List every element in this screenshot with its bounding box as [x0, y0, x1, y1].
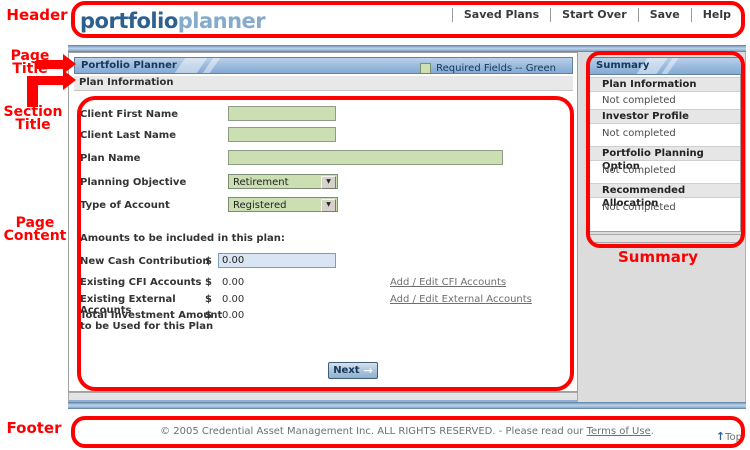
dropdown-arrow-icon: ▼ [321, 199, 336, 212]
add-edit-cfi-accounts-link[interactable]: Add / Edit CFI Accounts [390, 277, 507, 288]
terms-of-use-link[interactable]: Terms of Use [586, 426, 651, 437]
summary-title-bar: Summary [589, 57, 743, 75]
copyright-text: © 2005 Credential Asset Management Inc. … [160, 426, 584, 437]
summary-item-recommended-allocation: Recommended Allocation [590, 183, 740, 209]
client-first-name-input[interactable] [228, 106, 336, 121]
footer-copyright: © 2005 Credential Asset Management Inc. … [68, 426, 746, 437]
next-arrow-icon: → [363, 363, 373, 377]
section-title: Plan Information [79, 77, 174, 88]
section-title-arrow-stem [27, 76, 38, 107]
logo-part-portfolio: portfolio [80, 9, 178, 33]
nav-saved-plans[interactable]: Saved Plans [451, 8, 550, 22]
app-footer: © 2005 Credential Asset Management Inc. … [68, 409, 746, 450]
annotation-text: Page [15, 215, 55, 231]
amount-label-cfi-accounts: Existing CFI Accounts [80, 277, 202, 288]
amount-label-new-cash: New Cash Contribution [80, 256, 210, 267]
field-label-client-last-name: Client Last Name [80, 130, 177, 141]
annotation-text: Page [10, 48, 50, 64]
currency-sign: $ [205, 277, 212, 288]
main-panel-bottom-bar [68, 392, 578, 402]
summary-status: Not completed [602, 95, 676, 106]
page-title: Portfolio Planner [81, 60, 177, 71]
amount-label-total-investment: Total Investment Amount to be Used for t… [80, 310, 223, 332]
summary-item-investor-profile: Investor Profile [590, 109, 740, 124]
amount-label-external-accounts: Existing External Accounts [80, 294, 176, 316]
type-of-account-value: Registered [233, 200, 287, 211]
dropdown-arrow-icon: ▼ [321, 176, 336, 189]
header-divider-bar [68, 45, 746, 52]
annotation-label-page-content: Page Content [0, 215, 70, 244]
required-fields-legend: Required Fields -- Green [420, 61, 556, 74]
up-arrow-icon: ↑ [715, 430, 726, 443]
section-title-arrow-icon [27, 76, 64, 85]
field-label-client-first-name: Client First Name [80, 109, 179, 120]
summary-status: Not completed [602, 128, 676, 139]
external-accounts-value: 0.00 [222, 294, 245, 305]
nav-start-over[interactable]: Start Over [550, 8, 638, 22]
cfi-accounts-value: 0.00 [222, 277, 245, 288]
annotation-text: Title [12, 61, 48, 77]
next-button[interactable]: Next → [328, 362, 378, 379]
plan-name-input[interactable] [228, 150, 503, 165]
summary-item-plan-information: Plan Information [590, 77, 740, 92]
copyright-suffix: . [650, 426, 654, 437]
amounts-heading: Amounts to be included in this plan: [80, 233, 285, 244]
new-cash-contribution-input[interactable] [218, 253, 336, 268]
summary-status: Not completed [602, 165, 676, 176]
type-of-account-select[interactable]: Registered ▼ [228, 197, 338, 212]
annotation-label-page-title: Page Title [2, 48, 58, 77]
planning-objective-value: Retirement [233, 177, 289, 188]
annotation-text: Content [3, 228, 67, 244]
next-button-label: Next [333, 365, 360, 376]
annotation-label-footer: Footer [6, 419, 62, 437]
annotation-text: Title [15, 117, 51, 133]
app-logo: portfolioplanner [80, 9, 266, 33]
summary-title: Summary [596, 60, 650, 71]
nav-save[interactable]: Save [637, 8, 691, 22]
required-field-swatch-icon [420, 63, 432, 73]
required-fields-legend-text: Required Fields -- Green [436, 63, 556, 74]
footer-divider-bar [68, 402, 746, 409]
back-to-top-link[interactable]: ↑Top [716, 425, 742, 444]
currency-sign: $ [205, 256, 212, 267]
field-label-plan-name: Plan Name [80, 153, 141, 164]
total-investment-value: 0.00 [222, 310, 245, 321]
nav-help[interactable]: Help [690, 8, 742, 22]
header-nav: Saved Plans Start Over Save Help [451, 7, 742, 23]
field-label-planning-objective: Planning Objective [80, 177, 187, 188]
client-last-name-input[interactable] [228, 127, 336, 142]
summary-panel: Summary Plan Information Not completed I… [589, 57, 743, 232]
page-title-arrow-icon [37, 60, 64, 69]
field-label-type-of-account: Type of Account [80, 200, 170, 211]
top-label: Top [725, 432, 742, 443]
summary-bottom-bar [589, 234, 741, 243]
app-header: portfolioplanner Saved Plans Start Over … [68, 0, 746, 45]
summary-item-portfolio-planning-option: Portfolio Planning Option [590, 146, 740, 172]
logo-part-planner: planner [177, 9, 266, 33]
add-edit-external-accounts-link[interactable]: Add / Edit External Accounts [390, 294, 532, 305]
annotation-label-header: Header [6, 6, 68, 24]
titlebar-streak [174, 58, 208, 73]
annotation-label-section-title: Section Title [0, 104, 66, 133]
planning-objective-select[interactable]: Retirement ▼ [228, 174, 338, 189]
annotation-text: Section [3, 104, 63, 120]
main-content-panel [68, 52, 578, 392]
section-title-bar: Plan Information [74, 76, 573, 91]
page-title-bar: Portfolio Planner Required Fields -- Gre… [74, 57, 573, 74]
currency-sign: $ [205, 294, 212, 305]
summary-status: Not completed [602, 202, 676, 213]
currency-sign: $ [205, 310, 212, 321]
